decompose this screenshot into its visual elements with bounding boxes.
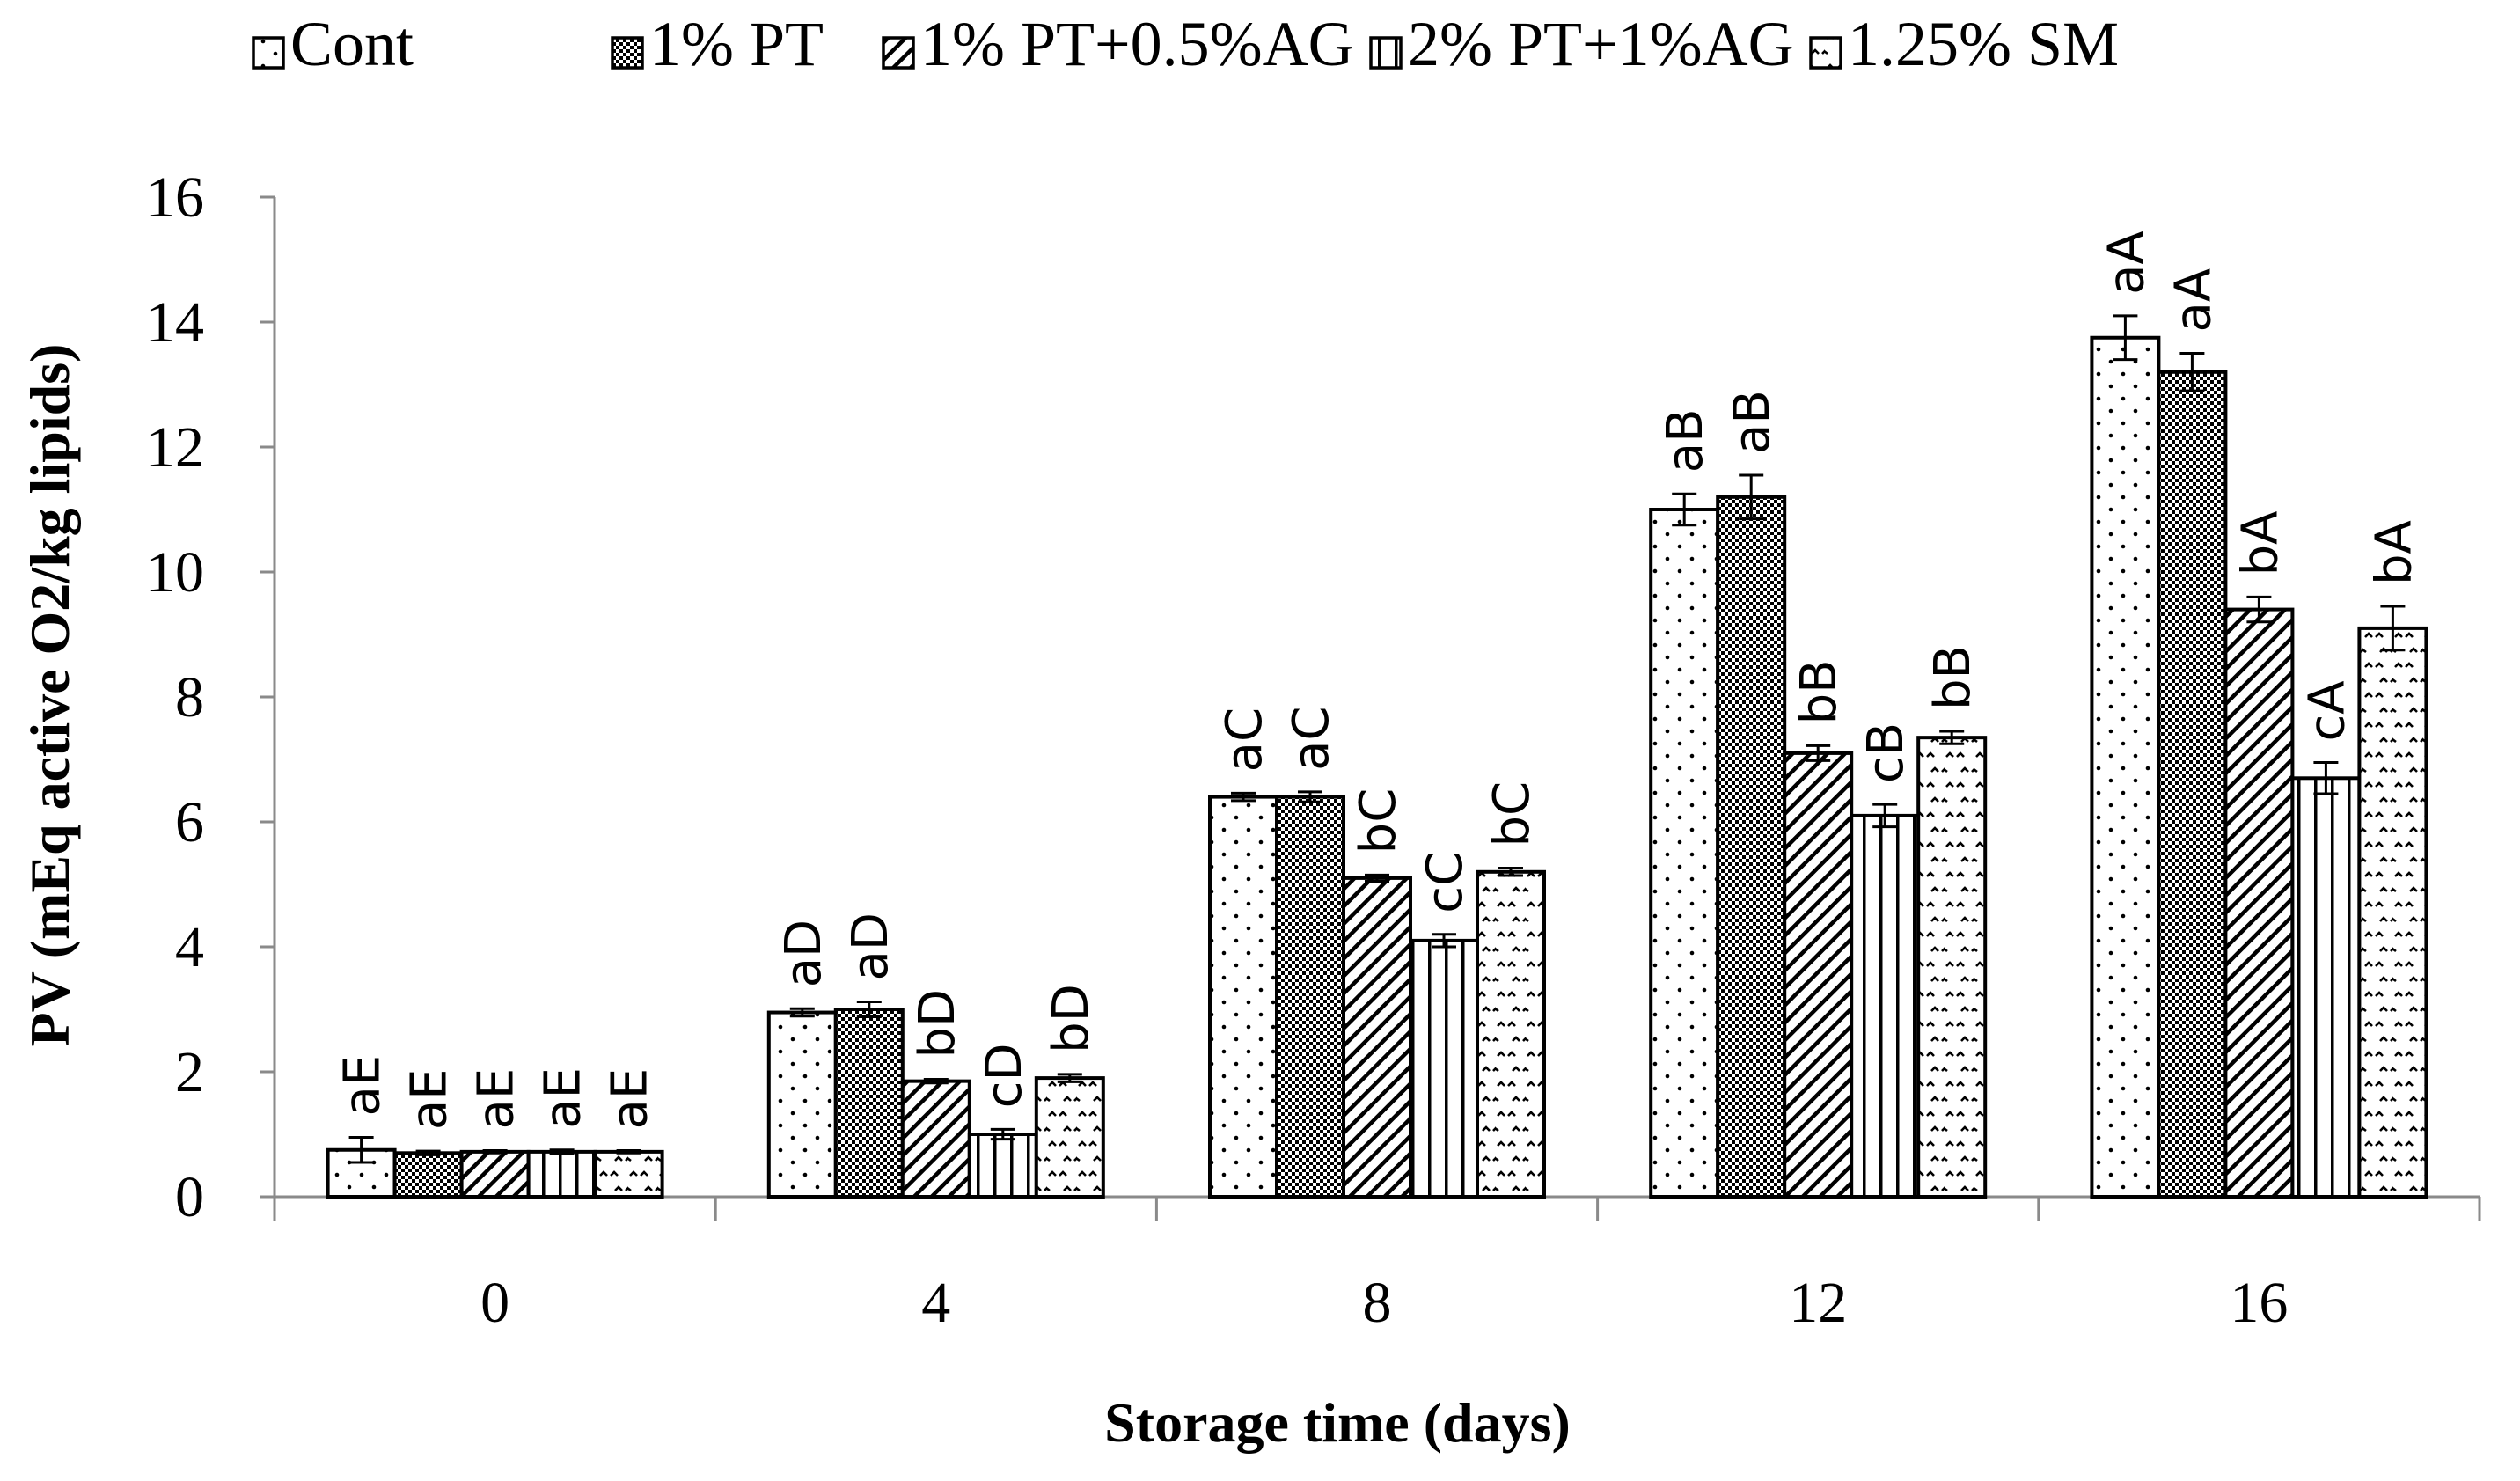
- bar: [1783, 751, 1854, 1199]
- y-tick-label: 6: [175, 790, 204, 854]
- data-label: bA: [2231, 511, 2289, 576]
- data-label: aE: [535, 1067, 592, 1129]
- y-tick-label: 14: [146, 290, 204, 355]
- data-label: aC: [1216, 708, 1273, 772]
- data-label: bB: [1791, 659, 1848, 724]
- y-tick-label: 16: [146, 165, 204, 230]
- bar: [967, 1133, 1038, 1199]
- x-tick-label: 8: [1363, 1271, 1392, 1335]
- x-axis: 0 4 8 12 16: [273, 1195, 2481, 1335]
- bar: [900, 1079, 971, 1199]
- data-label: cD: [976, 1043, 1033, 1108]
- data-label: aC: [1283, 706, 1340, 770]
- data-label: aB: [1724, 390, 1781, 454]
- data-label: aE: [468, 1068, 525, 1130]
- data-label: bC: [1350, 788, 1407, 854]
- bar: [392, 1151, 464, 1199]
- bar: [1716, 495, 1787, 1199]
- data-label: aE: [401, 1068, 458, 1130]
- y-tick-label: 8: [175, 665, 204, 730]
- legend-item: 1% PT: [611, 9, 824, 79]
- legend-swatch: [1369, 36, 1403, 70]
- bar: [1649, 508, 1720, 1199]
- y-tick-label: 2: [175, 1040, 204, 1104]
- bar: [2090, 335, 2161, 1199]
- legend-item: 1% PT+0.5%AG: [882, 9, 1354, 79]
- legend-swatch: [252, 36, 285, 70]
- bar: [526, 1149, 597, 1199]
- data-label: aA: [2098, 231, 2155, 295]
- bar: [766, 1010, 838, 1199]
- data-label: aD: [775, 920, 832, 987]
- legend-item: 2% PT+1%AG: [1369, 9, 1794, 79]
- bar: [2157, 370, 2228, 1199]
- data-label: bD: [1043, 984, 1100, 1053]
- data-label: aE: [334, 1055, 392, 1117]
- bar: [459, 1149, 531, 1199]
- x-tick-label: 4: [921, 1271, 950, 1335]
- legend-swatch: [1809, 36, 1842, 70]
- data-label: aA: [2165, 268, 2222, 333]
- data-label: bD: [909, 989, 966, 1059]
- data-label: bC: [1483, 781, 1541, 847]
- x-tick-label: 0: [480, 1271, 509, 1335]
- legend-label: 1% PT: [649, 9, 824, 79]
- bar: [1034, 1076, 1105, 1199]
- data-label: aB: [1657, 409, 1714, 473]
- bar: [1208, 795, 1278, 1199]
- bar: [1476, 869, 1546, 1199]
- y-tick-label: 12: [146, 415, 204, 480]
- legend-label: 1% PT+0.5%AG: [920, 9, 1354, 79]
- bar: [593, 1149, 664, 1199]
- y-axis-label: PV (mEq active O2/kg lipids): [18, 344, 81, 1047]
- bar: [2223, 607, 2295, 1199]
- data-label: cA: [2298, 680, 2355, 741]
- bar: [1850, 813, 1921, 1199]
- legend-label: Cont: [290, 9, 414, 79]
- legend-label: 2% PT+1%AG: [1408, 9, 1794, 79]
- y-tick-label: 4: [175, 915, 204, 979]
- legend-swatch: [611, 36, 644, 70]
- data-label: bB: [1924, 645, 1982, 710]
- bar: [1342, 876, 1412, 1199]
- x-tick-label: 12: [1789, 1271, 1847, 1335]
- data-label: aD: [842, 913, 899, 980]
- bar: [833, 1008, 905, 1199]
- data-label: aE: [602, 1068, 659, 1130]
- bar: [2357, 626, 2428, 1199]
- bar: [1275, 795, 1345, 1199]
- bar: [2290, 776, 2362, 1199]
- data-label: cB: [1857, 722, 1915, 783]
- legend-swatch: [882, 36, 915, 70]
- legend-item: 1.25% SM: [1809, 9, 2119, 79]
- bar: [1409, 938, 1479, 1199]
- data-label: cC: [1417, 852, 1474, 913]
- y-tick-label: 0: [175, 1165, 204, 1229]
- legend-item: Cont: [252, 9, 414, 79]
- x-axis-label: Storage time (days): [1104, 1391, 1571, 1454]
- legend: Cont 1% PT 1% PT+0.5%AG 2% PT+1%AG 1.25% SM: [252, 9, 2119, 79]
- x-tick-label: 16: [2230, 1271, 2288, 1335]
- y-axis: 0 2 4 6 8 10 12 14 16: [146, 165, 276, 1229]
- data-label: bA: [2365, 520, 2422, 585]
- y-tick-label: 10: [146, 540, 204, 605]
- bar: [1916, 736, 1988, 1199]
- legend-label: 1.25% SM: [1848, 9, 2119, 79]
